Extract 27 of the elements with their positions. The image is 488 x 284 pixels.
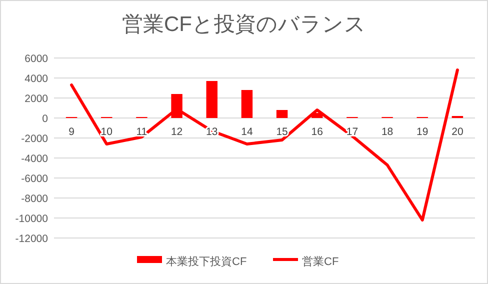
- bar: [206, 81, 218, 118]
- legend-label: 営業CF: [302, 255, 339, 268]
- y-tick-label: -12000: [15, 233, 48, 245]
- y-tick-label: -2000: [21, 133, 48, 145]
- x-tick-label: 11: [136, 126, 148, 138]
- x-tick-label: 19: [416, 126, 428, 138]
- y-tick-label: 0: [42, 113, 48, 125]
- y-tick-label: -8000: [21, 193, 48, 205]
- y-tick-label: 6000: [24, 53, 48, 65]
- y-tick-label: 4000: [24, 73, 48, 85]
- bar: [276, 110, 288, 118]
- y-tick-label: -4000: [21, 153, 48, 165]
- x-tick-label: 14: [241, 126, 253, 138]
- chart-title: 営業CFと投資のバランス: [122, 13, 366, 36]
- y-tick-label: -10000: [15, 213, 48, 225]
- x-tick-label: 9: [68, 126, 75, 138]
- bar: [241, 90, 253, 118]
- x-tick-label: 16: [311, 126, 324, 138]
- x-tick-label: 20: [452, 126, 464, 138]
- x-tick-label: 12: [170, 126, 183, 138]
- x-tick-label: 15: [276, 126, 288, 138]
- x-tick-label: 10: [100, 126, 113, 138]
- y-tick-label: 2000: [24, 93, 48, 105]
- x-tick-label: 17: [346, 126, 358, 138]
- y-tick-label: -6000: [21, 173, 48, 185]
- x-tick-label: 18: [381, 126, 394, 138]
- legend-label: 本業投下投資CF: [166, 255, 247, 268]
